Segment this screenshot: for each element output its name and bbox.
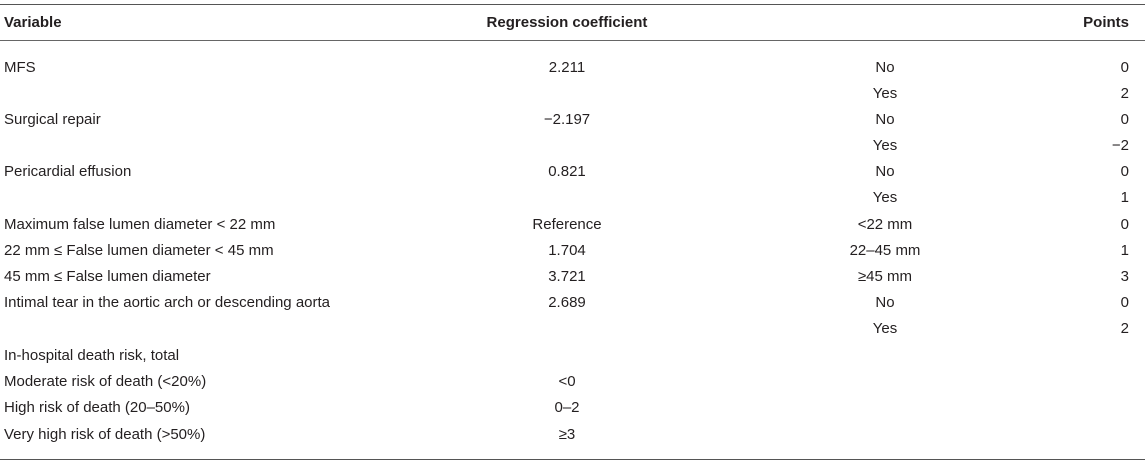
cell-points: 0: [1120, 294, 1129, 311]
cell-variable: MFS: [4, 59, 36, 76]
cell-points: 0: [1120, 163, 1129, 180]
cell-category: Yes: [872, 85, 898, 102]
cell-category: No: [875, 59, 895, 76]
cell-category: 22–45 mm: [849, 242, 921, 259]
cell-category: Yes: [872, 189, 898, 206]
table-row: Yes 1: [0, 185, 1145, 211]
cell-points: 3: [1120, 268, 1129, 285]
table-row: Yes 2: [0, 81, 1145, 107]
cell-coefficient: 1.704: [548, 242, 586, 259]
cell-coefficient: 0–2: [554, 399, 580, 416]
cell-points: 2: [1120, 85, 1129, 102]
table-bottom-rule: [0, 459, 1145, 460]
table-row: In-hospital death risk, total: [0, 343, 1145, 369]
cell-coefficient: Reference: [532, 216, 602, 233]
cell-category: Yes: [872, 137, 898, 154]
cell-points: 0: [1120, 216, 1129, 233]
cell-coefficient: <0: [558, 373, 576, 390]
table-row: 45 mm ≤ False lumen diameter 3.721 ≥45 m…: [0, 264, 1145, 290]
table-row: Moderate risk of death (<20%) <0: [0, 369, 1145, 395]
cell-coefficient: 2.689: [548, 294, 586, 311]
table-row: Maximum false lumen diameter < 22 mm Ref…: [0, 212, 1145, 238]
cell-points: 2: [1120, 320, 1129, 337]
table-row: Very high risk of death (>50%) ≥3: [0, 422, 1145, 448]
cell-variable: 22 mm ≤ False lumen diameter < 45 mm: [4, 242, 274, 259]
table-row: Surgical repair −2.197 No 0: [0, 107, 1145, 133]
cell-category: Yes: [872, 320, 898, 337]
cell-variable: Intimal tear in the aortic arch or desce…: [4, 294, 331, 311]
cell-variable: Moderate risk of death (<20%): [4, 373, 207, 390]
table-header-row: Variable Regression coefficient Points: [0, 10, 1145, 36]
table-row: 22 mm ≤ False lumen diameter < 45 mm 1.7…: [0, 238, 1145, 264]
table-row: Intimal tear in the aortic arch or desce…: [0, 290, 1145, 316]
cell-points: 0: [1120, 111, 1129, 128]
cell-variable: Surgical repair: [4, 111, 101, 128]
cell-variable: Pericardial effusion: [4, 163, 132, 180]
cell-variable: High risk of death (20–50%): [4, 399, 190, 416]
cell-variable: Very high risk of death (>50%): [4, 426, 206, 443]
cell-variable: Maximum false lumen diameter < 22 mm: [4, 216, 276, 233]
cell-category: No: [875, 294, 895, 311]
cell-coefficient: 2.211: [548, 59, 586, 76]
cell-coefficient: 0.821: [548, 163, 586, 180]
cell-category: No: [875, 111, 895, 128]
cell-coefficient: −2.197: [543, 111, 591, 128]
table-row: Pericardial effusion 0.821 No 0: [0, 159, 1145, 185]
header-variable: Variable: [4, 14, 62, 31]
cell-variable: In-hospital death risk, total: [4, 347, 180, 364]
cell-points: 1: [1120, 242, 1129, 259]
header-regression-coefficient: Regression coefficient: [486, 14, 648, 31]
cell-category: <22 mm: [857, 216, 913, 233]
cell-coefficient: 3.721: [548, 268, 586, 285]
table-row: High risk of death (20–50%) 0–2: [0, 395, 1145, 421]
cell-category: ≥45 mm: [857, 268, 913, 285]
cell-variable: 45 mm ≤ False lumen diameter: [4, 268, 211, 285]
table-top-rule: [0, 4, 1145, 5]
cell-points: 0: [1120, 59, 1129, 76]
table-row: MFS 2.211 No 0: [0, 55, 1145, 81]
header-points: Points: [1083, 14, 1129, 31]
cell-points: 1: [1120, 189, 1129, 206]
cell-category: No: [875, 163, 895, 180]
cell-coefficient: ≥3: [558, 426, 576, 443]
table-row: Yes 2: [0, 316, 1145, 342]
table-header-rule: [0, 40, 1145, 41]
table-row: Yes −2: [0, 133, 1145, 159]
cell-points: −2: [1111, 137, 1129, 154]
